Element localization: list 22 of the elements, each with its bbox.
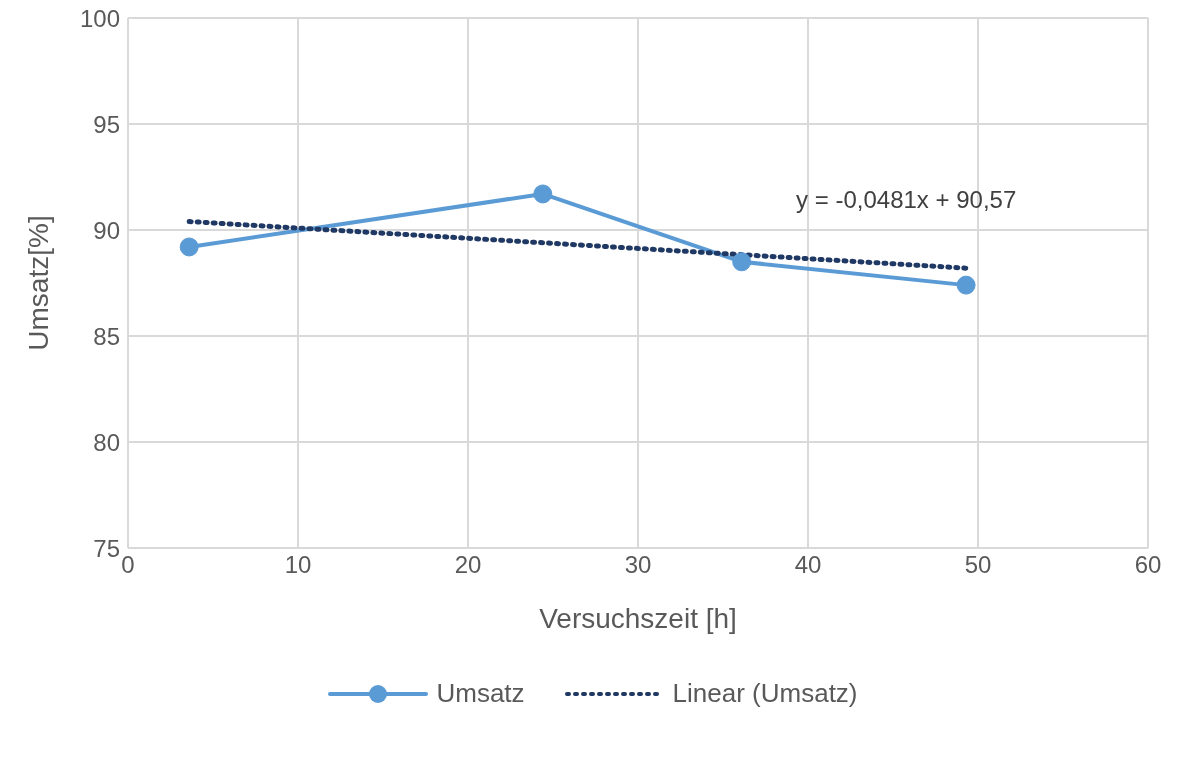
y-tick-label: 80 <box>93 428 120 456</box>
y-tick-label: 100 <box>79 4 120 32</box>
y-tick-label: 75 <box>93 534 120 562</box>
y-tick-label: 90 <box>93 216 120 244</box>
x-axis-title: Versuchszeit [h] <box>539 603 737 634</box>
y-tick-label: 85 <box>93 322 120 350</box>
legend-label: Linear (Umsatz) <box>672 678 858 709</box>
x-tick-label: 40 <box>794 551 822 579</box>
point <box>956 275 976 295</box>
x-tick-label: 60 <box>1134 551 1162 579</box>
x-tick-label: 30 <box>624 551 652 579</box>
legend-label: Umsatz <box>436 678 525 709</box>
x-tick-label: 10 <box>284 551 312 579</box>
point <box>179 237 199 257</box>
point <box>732 252 752 272</box>
x-tick-label: 50 <box>964 551 992 579</box>
x-tick-label: 0 <box>121 551 135 579</box>
y-tick-label: 95 <box>93 110 120 138</box>
y-axis-title: Umsatz[%] <box>22 215 54 351</box>
point <box>533 184 553 204</box>
annotation: y = -0,0481x + 90,57 <box>796 186 1017 214</box>
x-tick-label: 20 <box>454 551 482 579</box>
